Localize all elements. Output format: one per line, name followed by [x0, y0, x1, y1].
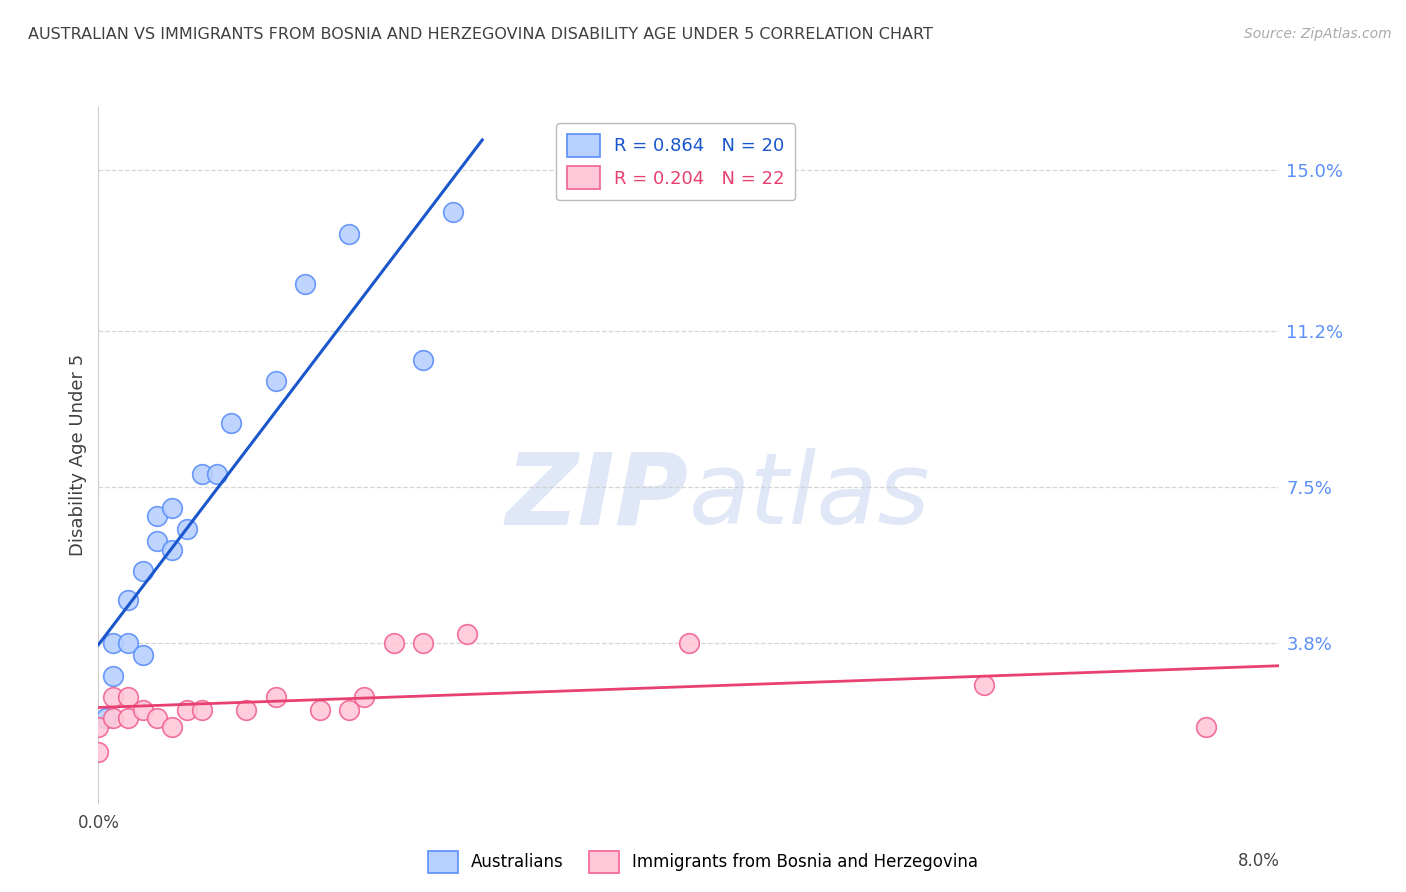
Point [973, 678, 995, 692]
Point [441, 205, 464, 219]
Point [264, 690, 287, 705]
Point [412, 353, 434, 368]
Point [219, 417, 242, 431]
Point [103, 635, 125, 649]
Point [191, 467, 214, 481]
Point [87, 745, 110, 759]
Point [162, 720, 183, 734]
Legend: R = 0.864   N = 20, R = 0.204   N = 22: R = 0.864 N = 20, R = 0.204 N = 22 [557, 123, 796, 200]
Point [132, 703, 155, 717]
Point [382, 635, 405, 649]
Point [132, 564, 155, 578]
Point [132, 648, 155, 663]
Point [103, 669, 125, 683]
Point [308, 703, 332, 717]
Point [205, 467, 228, 481]
Point [103, 690, 125, 705]
Point [264, 374, 287, 388]
Point [117, 593, 139, 607]
Point [162, 500, 183, 515]
Text: ZIP: ZIP [506, 448, 689, 545]
Text: AUSTRALIAN VS IMMIGRANTS FROM BOSNIA AND HERZEGOVINA DISABILITY AGE UNDER 5 CORR: AUSTRALIAN VS IMMIGRANTS FROM BOSNIA AND… [28, 27, 934, 42]
Point [176, 522, 198, 536]
Text: Source: ZipAtlas.com: Source: ZipAtlas.com [1244, 27, 1392, 41]
Point [337, 227, 360, 241]
Point [191, 703, 214, 717]
Point [353, 690, 375, 705]
Point [94, 711, 117, 725]
Point [146, 534, 169, 549]
Text: 8.0%: 8.0% [1237, 852, 1279, 870]
Point [146, 509, 169, 524]
Point [412, 635, 434, 649]
Point [162, 542, 183, 557]
Point [1194, 720, 1216, 734]
Text: atlas: atlas [689, 448, 931, 545]
Y-axis label: Disability Age Under 5: Disability Age Under 5 [69, 354, 87, 556]
Legend: Australians, Immigrants from Bosnia and Herzegovina: Australians, Immigrants from Bosnia and … [422, 845, 984, 880]
Point [678, 635, 700, 649]
Point [117, 690, 139, 705]
Point [117, 711, 139, 725]
Point [146, 711, 169, 725]
Point [456, 627, 478, 641]
Point [87, 720, 110, 734]
Point [176, 703, 198, 717]
Point [235, 703, 257, 717]
Point [337, 703, 360, 717]
Point [117, 635, 139, 649]
Point [294, 277, 316, 292]
Point [103, 711, 125, 725]
